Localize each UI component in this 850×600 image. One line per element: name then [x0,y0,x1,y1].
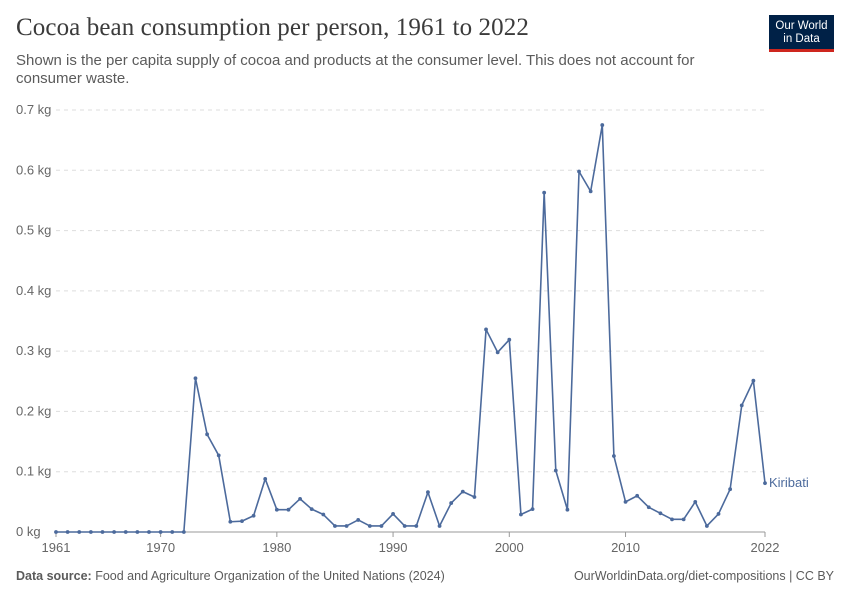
data-point[interactable] [367,524,372,528]
data-point[interactable] [321,512,326,517]
series-line-kiribati[interactable] [56,124,766,533]
data-point[interactable] [600,123,605,127]
data-point[interactable] [588,189,593,194]
x-tick-label: 1990 [379,540,408,555]
data-point[interactable] [402,524,407,528]
data-point[interactable] [170,530,175,534]
data-point[interactable] [251,513,256,518]
logo-line-1: Our World [775,19,828,32]
data-point[interactable] [298,496,302,501]
data-point[interactable] [309,507,314,511]
data-point[interactable] [716,512,721,516]
data-point[interactable] [739,403,744,408]
data-point[interactable] [135,530,140,534]
data-point[interactable] [379,524,384,528]
data-point[interactable] [693,499,698,504]
data-point[interactable] [333,524,337,528]
data-point[interactable] [623,499,628,504]
source-text[interactable]: Food and Agriculture Organization of the… [95,569,445,583]
data-point[interactable] [507,337,512,342]
data-point[interactable] [158,530,163,534]
data-point[interactable] [612,454,616,458]
y-tick-label: 0.1 kg [16,464,51,479]
x-tick-label: 2010 [611,540,640,555]
x-tick-label: 1970 [146,540,175,555]
data-point[interactable] [495,350,500,355]
data-point[interactable] [681,517,686,522]
data-point[interactable] [88,530,93,534]
data-point[interactable] [356,518,361,522]
y-tick-label: 0.5 kg [16,223,51,238]
y-tick-label: 0.2 kg [16,403,51,418]
data-point[interactable] [205,432,209,437]
data-point[interactable] [344,524,349,528]
data-point[interactable] [426,490,430,495]
data-point[interactable] [658,511,663,516]
data-point[interactable] [240,519,244,524]
x-axis: 1961 1970 1980 1990 2000 2010 2022 [42,531,780,555]
data-point[interactable] [274,507,279,512]
data-point[interactable] [228,519,233,524]
series-label[interactable]: Kiribati [769,475,809,490]
data-point[interactable] [530,507,535,511]
line-chart: 0 kg 0.1 kg 0.2 kg 0.3 kg 0.4 kg 0.5 kg 0.6 kg… [16,102,809,555]
data-point[interactable] [472,495,477,499]
chart-subtitle: Shown is the per capita supply of cocoa … [16,52,695,87]
data-point[interactable] [577,169,581,174]
data-point[interactable] [449,501,454,505]
data-point[interactable] [437,524,442,528]
x-tick-label: 2000 [495,540,524,555]
data-point[interactable] [286,507,291,512]
series-layer: Kiribati [54,123,809,534]
data-point[interactable] [751,378,756,383]
y-tick-label: 0.3 kg [16,343,51,358]
y-tick-label: 0.6 kg [16,162,51,177]
x-tick-label: 1961 [42,540,71,555]
data-point[interactable] [54,530,58,534]
data-point[interactable] [460,489,465,494]
data-point[interactable] [553,468,558,473]
gridlines [56,109,765,473]
data-point[interactable] [65,530,70,534]
data-point[interactable] [414,524,419,528]
data-point[interactable] [704,524,709,528]
data-point[interactable] [542,190,547,195]
data-point[interactable] [565,507,570,512]
footer-source: Data source: Food and Agriculture Organi… [16,569,445,583]
y-tick-label: 0.7 kg [16,102,51,117]
footer-url[interactable]: OurWorldinData.org/diet-compositions | C… [573,569,834,583]
data-point[interactable] [181,530,186,534]
logo-line-2: in Data [783,32,820,45]
data-point[interactable] [484,327,488,332]
data-point[interactable] [123,530,128,534]
source-label: Data source: [16,569,92,583]
chart-title: Cocoa bean consumption per person, 1961 … [16,14,529,41]
y-tick-label: 0.4 kg [16,283,51,298]
y-axis-ticks: 0 kg 0.1 kg 0.2 kg 0.3 kg 0.4 kg 0.5 kg 0.6 kg… [16,102,51,539]
data-point[interactable] [519,512,523,517]
data-point[interactable] [263,477,268,481]
data-point[interactable] [112,530,117,534]
owid-logo[interactable]: Our World in Data [769,15,834,52]
data-point[interactable] [100,530,105,534]
data-point[interactable] [635,493,640,498]
data-point[interactable] [391,512,395,516]
data-point[interactable] [77,530,82,534]
data-point[interactable] [216,453,221,458]
data-point[interactable] [763,481,767,486]
data-point[interactable] [193,376,198,381]
y-tick-label: 0 kg [16,524,41,539]
x-tick-label: 1980 [262,540,291,555]
data-point[interactable] [728,487,733,492]
data-point[interactable] [670,517,674,522]
x-tick-label: 2022 [751,540,780,555]
data-point[interactable] [646,505,651,510]
data-point[interactable] [147,530,151,534]
